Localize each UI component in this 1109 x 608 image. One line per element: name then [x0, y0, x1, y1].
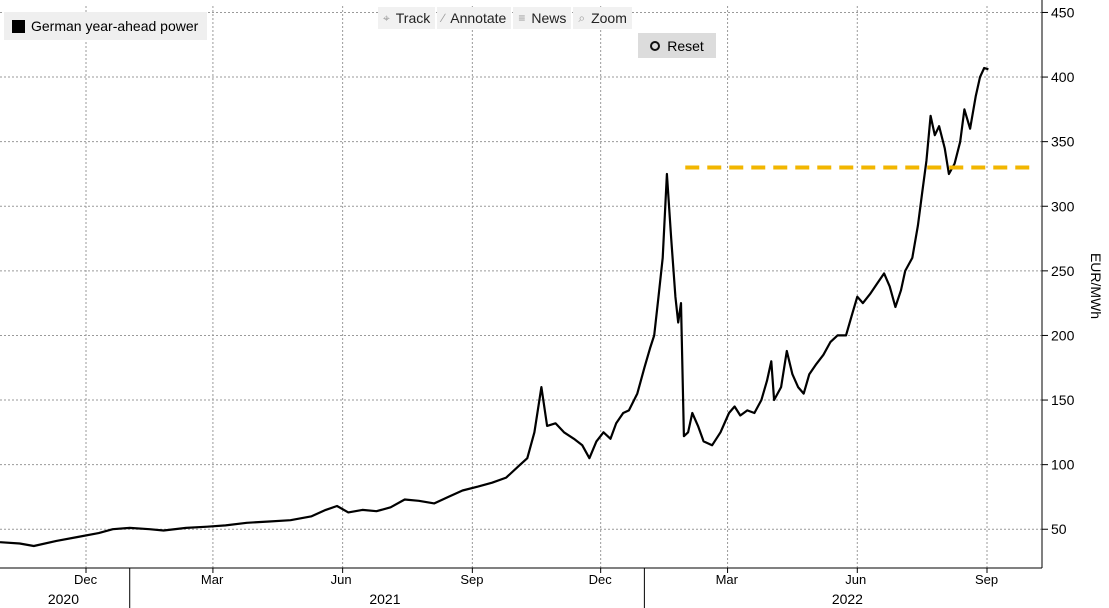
x-axis-ticks: Dec Mar Jun Sep Dec Mar Jun Sep 2020 2021 2022: [48, 568, 998, 607]
news-icon: ≡: [518, 11, 526, 25]
reset-label: Reset: [667, 37, 704, 54]
y-tick-label: 100: [1051, 457, 1075, 473]
y-axis-label: EUR/MWh: [1088, 253, 1104, 319]
x-tick-label: Dec: [74, 572, 98, 587]
year-separators: [129, 568, 645, 608]
y-tick-label: 450: [1051, 4, 1075, 20]
year-label: 2022: [832, 591, 863, 607]
crosshair-icon: ⌖: [383, 10, 390, 25]
year-label: 2021: [369, 591, 400, 607]
zoom-button[interactable]: ⌕ Zoom: [573, 7, 632, 29]
news-button[interactable]: ≡ News: [513, 7, 572, 29]
legend-label: German year-ahead power: [31, 18, 199, 34]
annotate-label: Annotate: [450, 10, 507, 26]
track-button[interactable]: ⌖ Track: [378, 7, 436, 29]
x-tick-label: Jun: [845, 572, 866, 587]
y-tick-label: 300: [1051, 198, 1075, 214]
news-label: News: [531, 10, 567, 26]
x-tick-label: Sep: [460, 572, 483, 587]
chart-toolbar: ⌖ Track ∕ Annotate ≡ News ⌕ Zoom: [378, 7, 632, 29]
x-tick-label: Dec: [589, 572, 613, 587]
grid: [0, 6, 1042, 568]
y-tick-label: 200: [1051, 327, 1075, 343]
magnifier-icon: ⌕: [578, 10, 586, 25]
x-tick-label: Sep: [975, 572, 998, 587]
reset-circle-icon: [650, 40, 661, 51]
legend[interactable]: German year-ahead power: [4, 12, 208, 40]
series-layer: [0, 66, 989, 548]
x-tick-label: Mar: [201, 572, 224, 587]
y-tick-label: 250: [1051, 263, 1075, 279]
y-tick-label: 400: [1051, 69, 1075, 85]
y-tick-label: 50: [1051, 521, 1067, 537]
y-tick-label: 350: [1051, 134, 1075, 150]
legend-swatch: [12, 19, 25, 33]
zoom-label: Zoom: [591, 10, 627, 26]
y-tick-label: 150: [1051, 392, 1075, 408]
x-tick-label: Jun: [331, 572, 352, 587]
y-axis-ticks: 50 100 150 200 250 300 350 400 450: [1042, 4, 1075, 537]
pencil-icon: ∕: [442, 11, 445, 25]
x-tick-label: Mar: [716, 572, 739, 587]
reset-button[interactable]: Reset: [638, 33, 716, 58]
track-label: Track: [395, 10, 431, 26]
annotate-button[interactable]: ∕ Annotate: [437, 7, 512, 29]
year-label: 2020: [48, 591, 79, 607]
series-line: [0, 66, 989, 548]
